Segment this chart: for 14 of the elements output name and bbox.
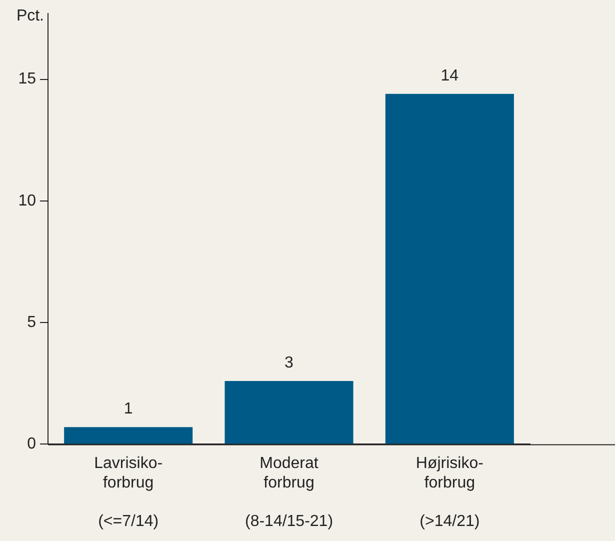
bar	[64, 427, 193, 444]
data-label: 3	[284, 354, 294, 372]
data-label: 1	[124, 400, 133, 418]
bar	[385, 94, 514, 444]
bar	[224, 380, 354, 444]
y-tick-label: 5	[27, 314, 36, 331]
data-label: 14	[440, 67, 459, 84]
category-label: Moderat forbrug (8-14/15-21)	[244, 455, 334, 530]
y-tick-label: 0	[27, 436, 36, 453]
y-tick-label: 10	[18, 192, 36, 210]
y-tick-label: 15	[18, 70, 36, 88]
category-label: Lavrisiko- forbrug (<=7/14)	[94, 455, 163, 530]
category-label: Højrisiko- forbrug (>14/21)	[416, 455, 484, 530]
y-axis-title: Pct.	[16, 7, 44, 24]
